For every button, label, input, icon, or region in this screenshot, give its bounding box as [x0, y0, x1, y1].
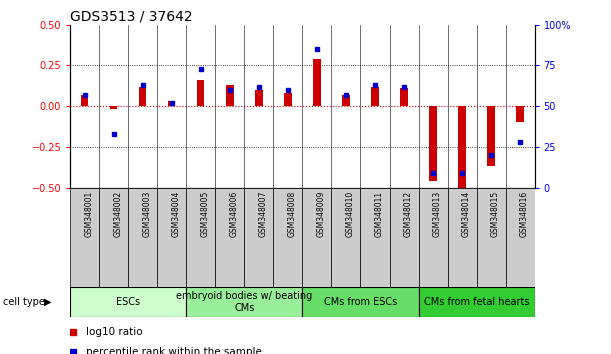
Text: GSM348003: GSM348003: [143, 190, 152, 237]
Text: GSM348009: GSM348009: [317, 190, 326, 237]
Text: percentile rank within the sample: percentile rank within the sample: [86, 347, 262, 354]
Text: GSM348006: GSM348006: [230, 190, 239, 237]
Bar: [430, 106, 437, 181]
Text: GSM348001: GSM348001: [85, 190, 93, 237]
Text: GSM348015: GSM348015: [491, 190, 500, 237]
Text: GSM348011: GSM348011: [375, 190, 384, 237]
Bar: [168, 101, 175, 106]
Text: GSM348013: GSM348013: [433, 190, 442, 237]
Bar: [400, 88, 408, 106]
Bar: [284, 93, 291, 106]
Bar: [360, 188, 390, 287]
Bar: [390, 188, 419, 287]
Text: embryoid bodies w/ beating
CMs: embryoid bodies w/ beating CMs: [177, 291, 312, 313]
Bar: [458, 106, 466, 188]
Bar: [302, 287, 419, 317]
Bar: [419, 188, 447, 287]
Bar: [244, 188, 274, 287]
Text: CMs from ESCs: CMs from ESCs: [324, 297, 397, 307]
Bar: [128, 188, 158, 287]
Text: ESCs: ESCs: [116, 297, 141, 307]
Text: GSM348012: GSM348012: [404, 190, 413, 237]
Text: GSM348008: GSM348008: [288, 190, 297, 237]
Bar: [110, 106, 117, 109]
Text: GSM348004: GSM348004: [172, 190, 181, 237]
Bar: [477, 188, 506, 287]
Bar: [302, 188, 332, 287]
Bar: [186, 188, 216, 287]
Bar: [447, 188, 477, 287]
Bar: [197, 80, 205, 106]
Text: log10 ratio: log10 ratio: [86, 327, 142, 337]
Text: GSM348016: GSM348016: [520, 190, 529, 237]
Bar: [274, 188, 302, 287]
Bar: [419, 287, 535, 317]
Bar: [70, 287, 186, 317]
Bar: [100, 188, 128, 287]
Bar: [226, 85, 233, 106]
Text: GSM348005: GSM348005: [201, 190, 210, 237]
Bar: [216, 188, 244, 287]
Text: cell type: cell type: [3, 297, 45, 307]
Text: ▶: ▶: [44, 297, 51, 307]
Bar: [371, 87, 379, 106]
Bar: [331, 188, 360, 287]
Text: GSM348002: GSM348002: [114, 190, 123, 237]
Text: GSM348014: GSM348014: [462, 190, 471, 237]
Text: GDS3513 / 37642: GDS3513 / 37642: [70, 10, 193, 24]
Bar: [255, 90, 263, 106]
Text: GSM348010: GSM348010: [346, 190, 355, 237]
Bar: [313, 59, 321, 106]
Bar: [488, 106, 495, 166]
Bar: [70, 188, 99, 287]
Bar: [516, 106, 524, 122]
Bar: [158, 188, 186, 287]
Text: GSM348007: GSM348007: [259, 190, 268, 237]
Bar: [139, 87, 147, 106]
Bar: [81, 95, 89, 106]
Text: CMs from fetal hearts: CMs from fetal hearts: [424, 297, 529, 307]
Bar: [342, 95, 349, 106]
Bar: [506, 188, 535, 287]
Bar: [186, 287, 302, 317]
